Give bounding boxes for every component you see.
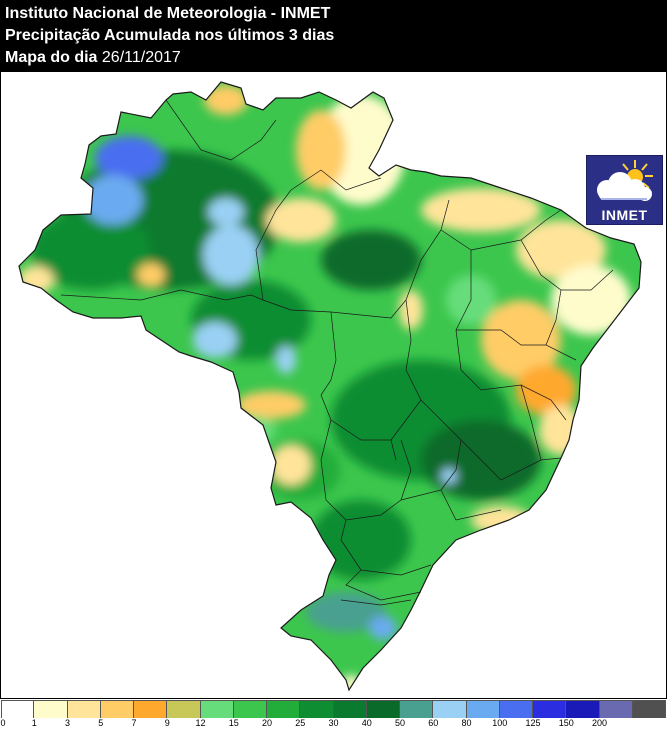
map-date: 26/11/2017 [101, 49, 181, 66]
legend-tick-label: 40 [361, 718, 372, 728]
map-header: Instituto Nacional de Meteorologia - INM… [0, 0, 667, 72]
legend-tick-label: 15 [228, 718, 239, 728]
legend-swatch [100, 701, 134, 718]
sun-cloud-icon [597, 160, 653, 201]
legend-swatch [300, 701, 334, 718]
legend-tick-label: 1 [31, 718, 37, 728]
legend-swatch [400, 701, 434, 718]
map-date-line: Mapa do dia 26/11/2017 [5, 49, 181, 66]
legend-swatch [632, 701, 666, 718]
map-frame: INMET [0, 72, 667, 699]
logo-text: INMET [601, 207, 648, 223]
legend-tick-label: 30 [328, 718, 339, 728]
legend-swatch [67, 701, 101, 718]
legend-tick-label: 5 [98, 718, 104, 728]
legend-swatch [566, 701, 600, 718]
legend-swatch [466, 701, 500, 718]
legend-swatch [366, 701, 400, 718]
legend-tick-label: 7 [131, 718, 137, 728]
legend-swatch [200, 701, 234, 718]
legend-tick-label: 12 [195, 718, 206, 728]
legend-tick-label: 100 [492, 718, 508, 728]
precipitation-map [18, 81, 642, 691]
legend-tick-label: 9 [164, 718, 170, 728]
legend-tick-label: 3 [64, 718, 71, 728]
legend-swatch [134, 701, 168, 718]
inmet-logo: INMET [586, 155, 663, 225]
legend-tick-label: 150 [558, 718, 574, 728]
legend-ticks: 0 1 3 5 7 9 12 15 20 25 30 40 50 60 80 100 125 150 200 [0, 718, 667, 730]
map-subtitle: Precipitação Acumulada nos últimos 3 dia… [5, 27, 335, 44]
legend-swatch [333, 701, 367, 718]
legend-tick-label: 125 [525, 718, 541, 728]
legend-tick-label: 50 [394, 718, 406, 728]
legend-swatch [433, 701, 467, 718]
legend-tick-label: 20 [261, 718, 273, 728]
precipitation-legend: 0 1 3 5 7 9 12 15 20 25 30 40 50 60 80 100 125 150 200 [0, 700, 667, 730]
state-borders [60, 99, 614, 606]
legend-tick-label: 200 [591, 718, 608, 728]
legend-swatch [34, 701, 68, 718]
legend-swatch [1, 701, 35, 718]
legend-swatch [499, 701, 533, 718]
legend-swatch [267, 701, 301, 718]
legend-swatch [167, 701, 201, 718]
precipitation-field [19, 82, 641, 690]
legend-tick-label: 0 [0, 718, 6, 728]
legend-swatch [233, 701, 267, 718]
legend-swatches [1, 700, 666, 718]
legend-tick-label: 80 [461, 718, 472, 728]
legend-swatch [533, 701, 567, 718]
legend-tick-label: 25 [295, 718, 306, 728]
institute-title: Instituto Nacional de Meteorologia - INM… [5, 5, 331, 22]
legend-tick-label: 60 [428, 718, 439, 728]
legend-swatch [599, 701, 633, 718]
